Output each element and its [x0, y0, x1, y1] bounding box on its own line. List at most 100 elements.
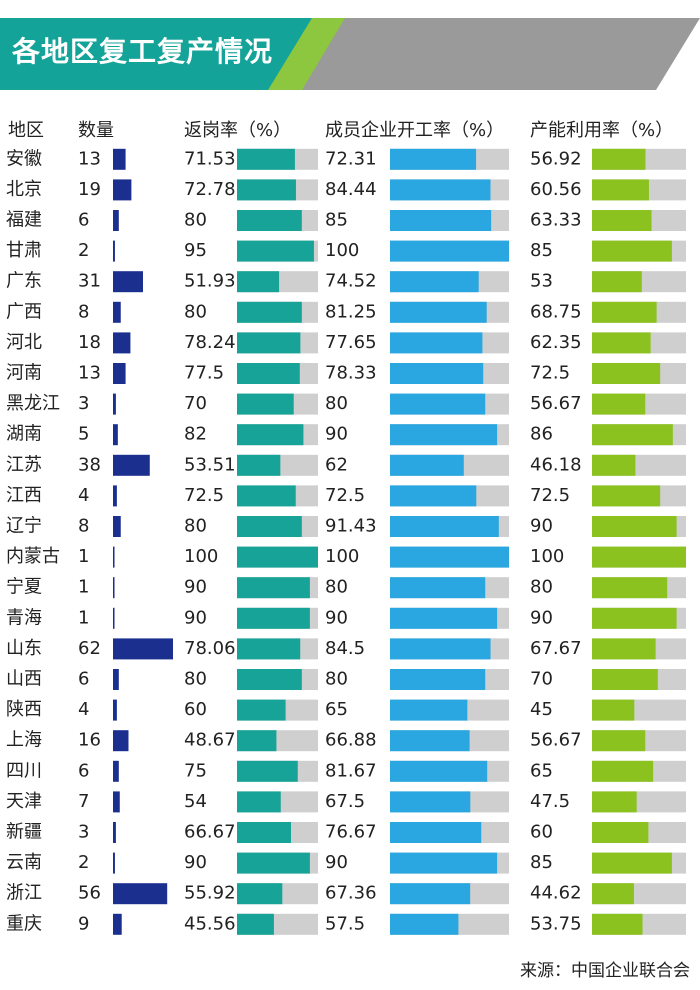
count-label: 1: [78, 577, 89, 598]
capacity-rate-bar: [592, 730, 646, 752]
capacity-rate-bar: [592, 393, 646, 415]
count-label: 16: [78, 730, 101, 751]
capacity-rate-bar: [592, 669, 658, 690]
start-rate-label: 91.43: [325, 516, 377, 537]
capacity-rate-label: 90: [530, 607, 553, 628]
count-bar: [113, 424, 118, 446]
capacity-rate-bar: [592, 516, 677, 537]
region-label: 浙江: [6, 883, 42, 904]
return-rate-label: 48.67: [184, 730, 236, 751]
count-label: 62: [78, 638, 101, 659]
region-label: 青海: [6, 607, 42, 628]
count-bar: [113, 913, 122, 935]
return-rate-bar: [237, 424, 304, 446]
start-rate-bar: [390, 485, 477, 507]
capacity-rate-bar: [592, 699, 635, 721]
capacity-rate-label: 56.67: [530, 393, 582, 414]
start-rate-label: 65: [325, 699, 348, 720]
capacity-rate-bar: [592, 271, 642, 293]
capacity-rate-label: 45: [530, 699, 553, 720]
return-rate-label: 72.78: [184, 179, 236, 200]
header-shapes: [0, 18, 700, 90]
return-rate-label: 100: [184, 546, 218, 567]
capacity-rate-label: 100: [530, 546, 564, 567]
count-bar: [113, 577, 115, 599]
page-title: 各地区复工复产情况: [12, 35, 274, 68]
return-rate-bar: [237, 852, 310, 874]
start-rate-label: 100: [325, 240, 359, 261]
start-rate-label: 57.5: [325, 913, 365, 934]
return-rate-label: 60: [184, 699, 207, 720]
start-rate-label: 76.67: [325, 822, 377, 843]
count-bar: [113, 852, 115, 874]
count-label: 1: [78, 546, 89, 567]
return-rate-bar: [237, 638, 301, 660]
count-bar: [113, 363, 126, 384]
return-rate-bar: [237, 271, 280, 293]
capacity-rate-bar: [592, 760, 654, 782]
capacity-rate-bar: [592, 210, 652, 231]
return-rate-label: 90: [184, 577, 207, 598]
start-rate-bar: [390, 607, 498, 629]
start-rate-label: 78.33: [325, 363, 377, 384]
count-label: 7: [78, 791, 89, 812]
count-bar: [113, 179, 132, 201]
start-rate-bar: [390, 699, 468, 721]
capacity-rate-label: 53: [530, 271, 553, 292]
return-rate-bar: [237, 485, 296, 507]
start-rate-bar: [390, 791, 471, 813]
return-rate-bar: [237, 607, 310, 629]
region-label: 上海: [6, 730, 42, 751]
start-rate-bar: [390, 822, 482, 843]
start-rate-bar: [390, 454, 464, 476]
capacity-rate-bar: [592, 913, 643, 935]
start-rate-label: 80: [325, 669, 348, 690]
start-rate-label: 80: [325, 577, 348, 598]
header-green-stripe: [262, 18, 345, 90]
count-label: 18: [78, 332, 101, 353]
count-label: 6: [78, 669, 89, 690]
return-rate-label: 77.5: [184, 363, 224, 384]
capacity-rate-label: 70: [530, 669, 553, 690]
capacity-rate-bar: [592, 179, 649, 201]
return-rate-bar: [237, 669, 302, 690]
return-rate-label: 54: [184, 791, 207, 812]
return-rate-bar: [237, 791, 281, 813]
region-label: 陕西: [6, 699, 42, 720]
capacity-rate-bar: [592, 424, 673, 446]
return-rate-label: 66.67: [184, 822, 236, 843]
capacity-rate-label: 86: [530, 424, 553, 445]
count-label: 6: [78, 760, 89, 781]
return-rate-bar: [237, 546, 318, 568]
start-rate-label: 77.65: [325, 332, 377, 353]
return-rate-label: 71.53: [184, 148, 236, 169]
region-label: 北京: [6, 179, 42, 200]
header-start-rate: 成员企业开工率（%）: [325, 120, 505, 141]
count-label: 1: [78, 607, 89, 628]
start-rate-bar: [390, 393, 486, 415]
capacity-rate-label: 67.67: [530, 638, 582, 659]
capacity-rate-bar: [592, 332, 651, 354]
region-label: 云南: [6, 852, 42, 873]
capacity-rate-bar: [592, 607, 677, 629]
count-label: 5: [78, 424, 89, 445]
header-banner: 各地区复工复产情况: [0, 0, 700, 110]
return-rate-bar: [237, 393, 294, 415]
count-bar: [113, 393, 116, 415]
header-region: 地区: [8, 120, 44, 141]
start-rate-label: 74.52: [325, 271, 377, 292]
count-label: 8: [78, 301, 89, 322]
return-rate-bar: [237, 301, 302, 323]
count-label: 4: [78, 699, 89, 720]
start-rate-bar: [390, 516, 499, 537]
capacity-rate-label: 85: [530, 240, 553, 261]
return-rate-label: 75: [184, 760, 207, 781]
count-bar: [113, 454, 150, 476]
region-label: 辽宁: [6, 516, 42, 537]
return-rate-label: 78.06: [184, 638, 236, 659]
return-rate-bar: [237, 454, 281, 476]
region-label: 河北: [6, 332, 42, 353]
return-rate-label: 95: [184, 240, 207, 261]
return-rate-bar: [237, 913, 274, 935]
